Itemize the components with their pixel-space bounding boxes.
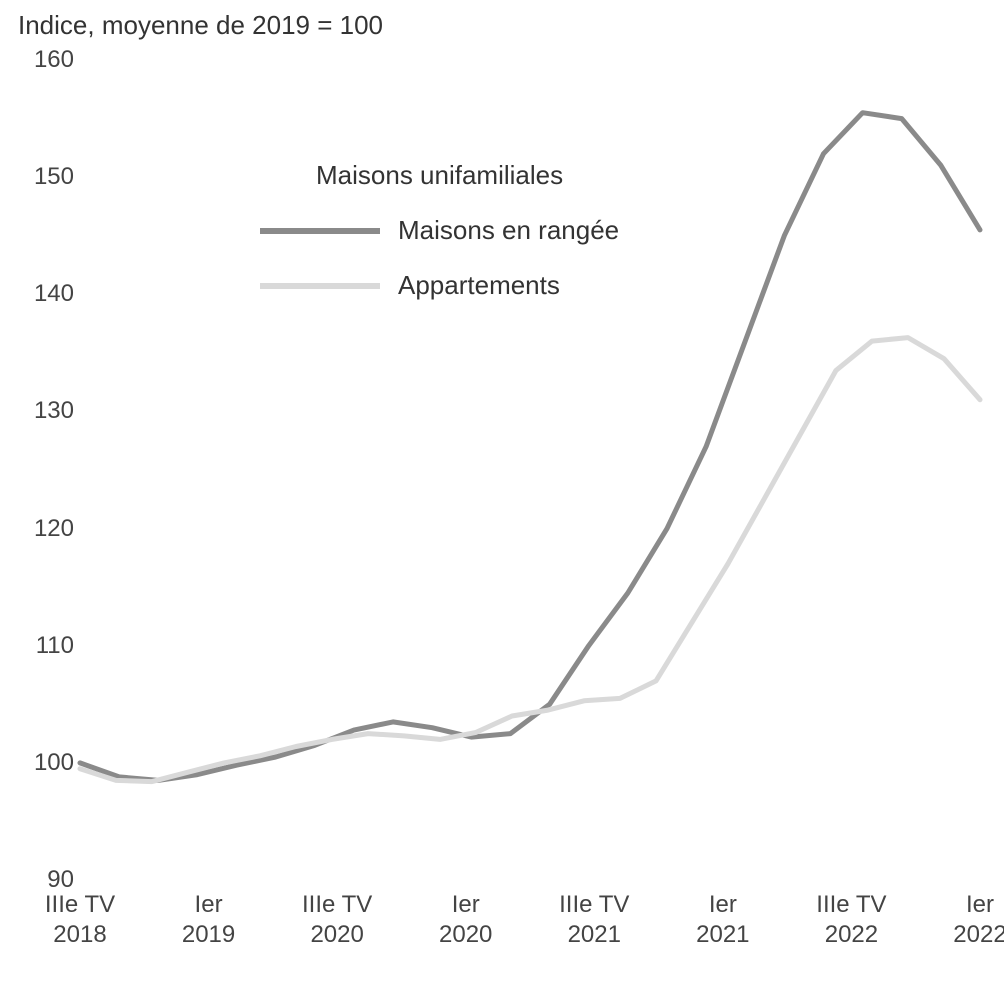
line-chart: Indice, moyenne de 2019 = 100 9010011012… <box>0 0 1004 1004</box>
series-line <box>80 113 980 781</box>
series-line <box>80 338 980 782</box>
plot-area <box>0 0 1004 1004</box>
